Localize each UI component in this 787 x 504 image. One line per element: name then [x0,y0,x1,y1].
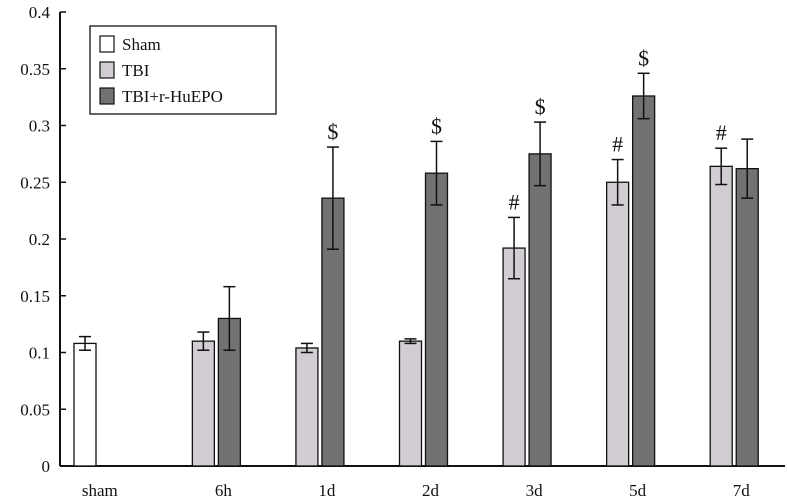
legend-label: Sham [122,35,161,54]
x-tick-label: 6h [215,481,233,500]
y-tick-label: 0.15 [20,287,50,306]
legend-box [89,25,277,115]
significance-mark: # [509,189,520,214]
bar [502,247,526,467]
bar [191,340,216,467]
x-tick-label: 1d [318,481,336,500]
bar [73,342,97,467]
x-tick-label: 3d [526,481,544,500]
x-tick-label: 5d [629,481,647,500]
y-tick-label: 0.05 [20,400,50,419]
y-tick-label: 0.35 [20,60,50,79]
x-tick-label: sham [82,481,118,500]
y-tick-label: 0.3 [29,117,50,136]
significance-mark: $ [327,119,338,144]
legend-swatch [99,87,115,105]
bar [605,181,630,467]
bar [424,172,449,467]
bar [631,95,656,467]
legend-swatch [99,61,115,79]
bar [398,340,423,467]
significance-mark: $ [431,113,442,138]
bar [735,167,759,467]
significance-mark: # [612,132,623,157]
x-tick-label: 7d [733,481,751,500]
y-tick-label: 0 [42,457,51,476]
legend-swatch [99,35,115,53]
y-tick-label: 0.4 [29,3,51,22]
significance-mark: # [716,120,727,145]
x-tick-label: 2d [422,481,440,500]
significance-mark: $ [638,45,649,70]
bar [709,165,733,467]
legend-label: TBI+r-HuEPO [122,87,223,106]
bar [528,153,552,467]
legend-label: TBI [122,61,150,80]
significance-mark: $ [535,94,546,119]
bar [295,347,319,467]
y-tick-label: 0.2 [29,230,50,249]
y-tick-label: 0.25 [20,173,50,192]
y-tick-label: 0.1 [29,344,50,363]
